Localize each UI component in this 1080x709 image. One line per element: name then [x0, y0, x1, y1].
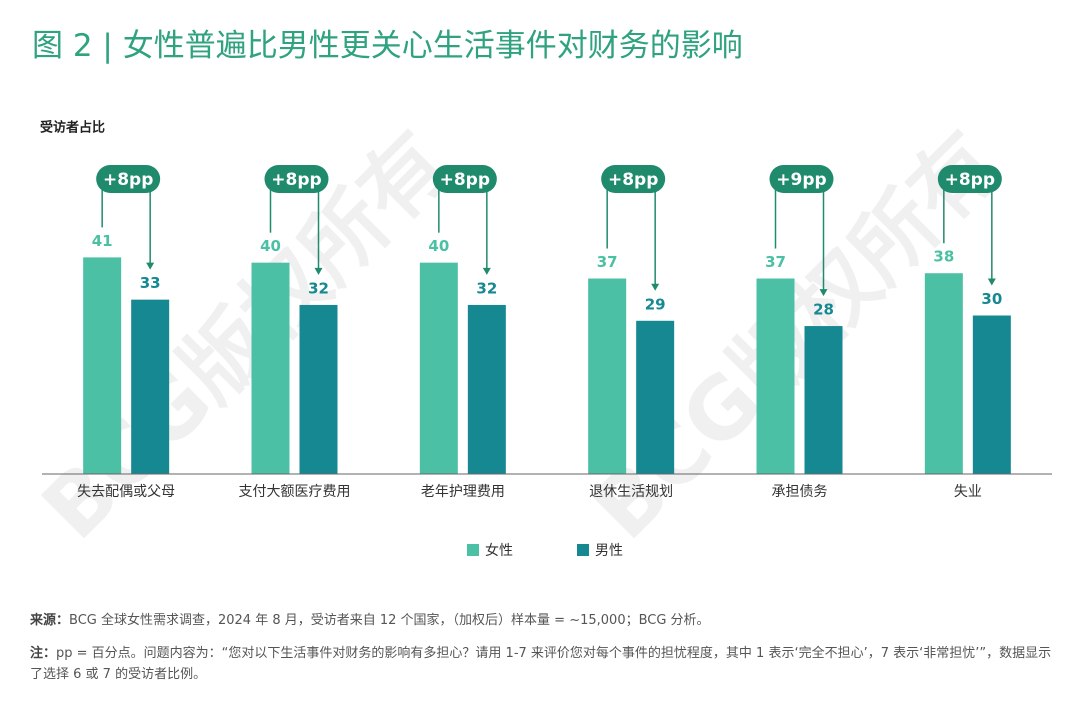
source-label: 来源：	[30, 613, 70, 628]
annotation-pill	[601, 165, 666, 193]
chart: 受访者占比 BCG版权所有 BCG版权所有4133+8pp失去配偶或父母4032+…	[23, 113, 1052, 559]
x-tick-label: 老年护理费用	[421, 484, 505, 500]
annotation-pill	[937, 165, 1002, 193]
bar	[131, 299, 170, 474]
value-label: 40	[428, 237, 449, 255]
value-label: 32	[476, 279, 497, 297]
value-label: 32	[308, 279, 329, 297]
annotation: +8pp	[440, 170, 490, 190]
bar	[636, 320, 675, 474]
bar	[588, 278, 627, 474]
value-label: 41	[92, 232, 113, 250]
value-label: 40	[260, 237, 281, 255]
annotation-pill	[769, 165, 834, 193]
y-axis-label: 受访者占比	[40, 120, 105, 136]
arrow-head	[482, 267, 491, 275]
arrow-head	[651, 283, 660, 291]
x-tick-label: 支付大额医疗费用	[239, 484, 351, 500]
arrow-head	[314, 267, 323, 275]
value-label: 38	[933, 248, 954, 266]
value-label: 33	[140, 274, 161, 292]
arrow-head	[146, 262, 155, 270]
annotation: +8pp	[945, 170, 995, 190]
annotation-pill	[432, 165, 497, 193]
legend-swatch	[577, 544, 589, 556]
x-tick-label: 失去配偶或父母	[77, 484, 175, 500]
annotation: +8pp	[271, 170, 321, 190]
source: 来源：BCG 全球女性需求调查，2024 年 8 月，受访者来自 12 个国家，…	[30, 610, 1060, 631]
value-label: 29	[645, 295, 666, 313]
bar	[251, 262, 290, 474]
bar	[804, 326, 843, 474]
x-tick-label: 失业	[954, 484, 982, 500]
annotation: +8pp	[103, 170, 153, 190]
note-text: pp = 百分点。问题内容为：“您对以下生活事件对财务的影响有多担心？请用 1-…	[30, 646, 1052, 682]
legend-label: 女性	[485, 542, 513, 559]
value-label: 28	[813, 301, 834, 319]
chart-title: 图 2 | 女性普遍比男性更关心生活事件对财务的影响	[32, 28, 743, 64]
x-tick-label: 承担债务	[772, 484, 828, 500]
bar	[419, 262, 458, 474]
annotation: +8pp	[608, 170, 658, 190]
legend-label: 男性	[595, 543, 623, 559]
bar	[924, 273, 963, 474]
bar	[83, 257, 122, 474]
legend-swatch	[467, 544, 479, 556]
source-text: BCG 全球女性需求调查，2024 年 8 月，受访者来自 12 个国家，（加权…	[69, 613, 710, 628]
x-tick-label: 退休生活规划	[589, 484, 673, 500]
arrow-head	[987, 278, 996, 286]
annotation-pill	[264, 165, 329, 193]
annotation-pill	[96, 165, 161, 193]
value-label: 37	[765, 253, 786, 271]
arrow-head	[819, 289, 828, 297]
bar	[299, 304, 338, 474]
annotation: +9pp	[776, 170, 826, 190]
bar	[972, 315, 1011, 474]
note-label: 注：	[30, 646, 57, 661]
value-label: 30	[981, 290, 1002, 308]
bar	[756, 278, 795, 474]
bar	[467, 304, 506, 474]
note: 注：pp = 百分点。问题内容为：“您对以下生活事件对财务的影响有多担心？请用 …	[30, 643, 1060, 685]
value-label: 37	[597, 253, 618, 271]
